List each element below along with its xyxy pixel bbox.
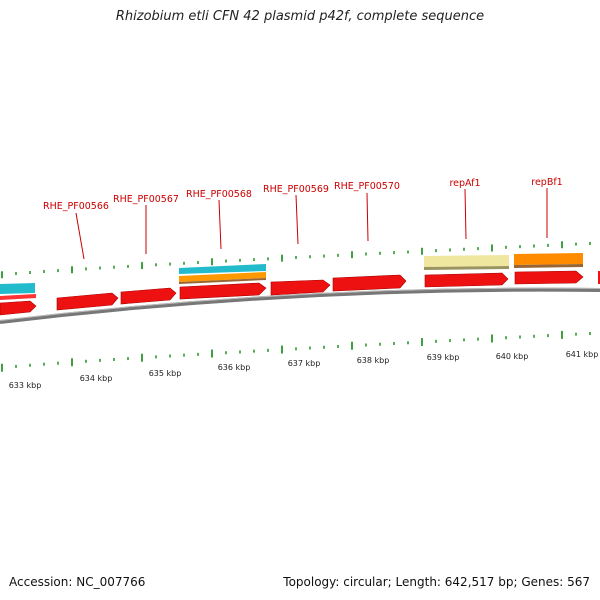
cyan-feature-bar — [179, 264, 266, 274]
kbp-label-641: 641 kbp — [566, 350, 599, 359]
gene-arrow-repbf1[interactable] — [514, 270, 584, 285]
map-title: Rhizobium etli CFN 42 plasmid p42f, comp… — [115, 9, 485, 24]
leader-rhe-pf00569 — [295, 194, 299, 245]
orange-feature-right-underline — [514, 264, 583, 268]
gene-label-repaf1: repAf1 — [449, 178, 480, 189]
leader-rhe-pf00568 — [218, 199, 222, 250]
gene-arrow-left-edge[interactable] — [0, 300, 37, 316]
leader-rhe-pf00566 — [75, 212, 85, 260]
cyan-feature-left — [0, 283, 35, 294]
gene-label-rhe-pf00566: RHE_PF00566 — [43, 201, 109, 212]
gene-arrow-rhe-pf00570[interactable] — [332, 274, 407, 292]
gene-label-rhe-pf00568: RHE_PF00568 — [186, 189, 252, 200]
gene-arrow-rhe-pf00568[interactable] — [179, 282, 267, 300]
leader-repaf1 — [464, 188, 467, 240]
gene-label-rhe-pf00569: RHE_PF00569 — [263, 184, 329, 195]
gene-arrow-left-edge-top[interactable] — [0, 294, 36, 300]
genome-backbone-highlight — [0, 287, 600, 321]
kbp-label-639: 639 kbp — [427, 353, 460, 362]
orange-feature-underline — [179, 278, 266, 284]
kbp-label-633: 633 kbp — [9, 381, 42, 390]
kbp-label-635: 635 kbp — [149, 369, 182, 378]
kbp-label-640: 640 kbp — [496, 352, 529, 361]
gene-arrow-rhe-pf00569[interactable] — [270, 279, 331, 296]
gene-arrows — [0, 270, 600, 316]
orange-feature-right — [514, 253, 583, 265]
kbp-label-638: 638 kbp — [357, 356, 390, 365]
gene-label-repbf1: repBf1 — [531, 177, 562, 188]
pale-feature-bar — [424, 255, 509, 267]
gene-label-rhe-pf00570: RHE_PF00570 — [334, 181, 400, 192]
orange-feature-bar — [179, 272, 266, 282]
pale-feature-underline — [424, 266, 509, 270]
kbp-label-637: 637 kbp — [288, 359, 321, 368]
accession-text: Accession: NC_007766 — [9, 575, 146, 589]
kbp-label-634: 634 kbp — [80, 374, 113, 383]
gene-label-rhe-pf00567: RHE_PF00567 — [113, 194, 179, 205]
lower-tick-marks — [1, 330, 591, 372]
gene-arrow-rhe-pf00566[interactable] — [56, 292, 119, 311]
genome-backbone — [0, 287, 600, 324]
gene-arrow-rhe-pf00567[interactable] — [120, 287, 177, 305]
leader-rhe-pf00570 — [366, 192, 369, 242]
topology-summary: Topology: circular; Length: 642,517 bp; … — [283, 575, 590, 589]
gene-arrow-repaf1[interactable] — [424, 272, 509, 288]
kbp-label-636: 636 kbp — [218, 363, 251, 372]
upper-tick-marks — [1, 241, 591, 279]
